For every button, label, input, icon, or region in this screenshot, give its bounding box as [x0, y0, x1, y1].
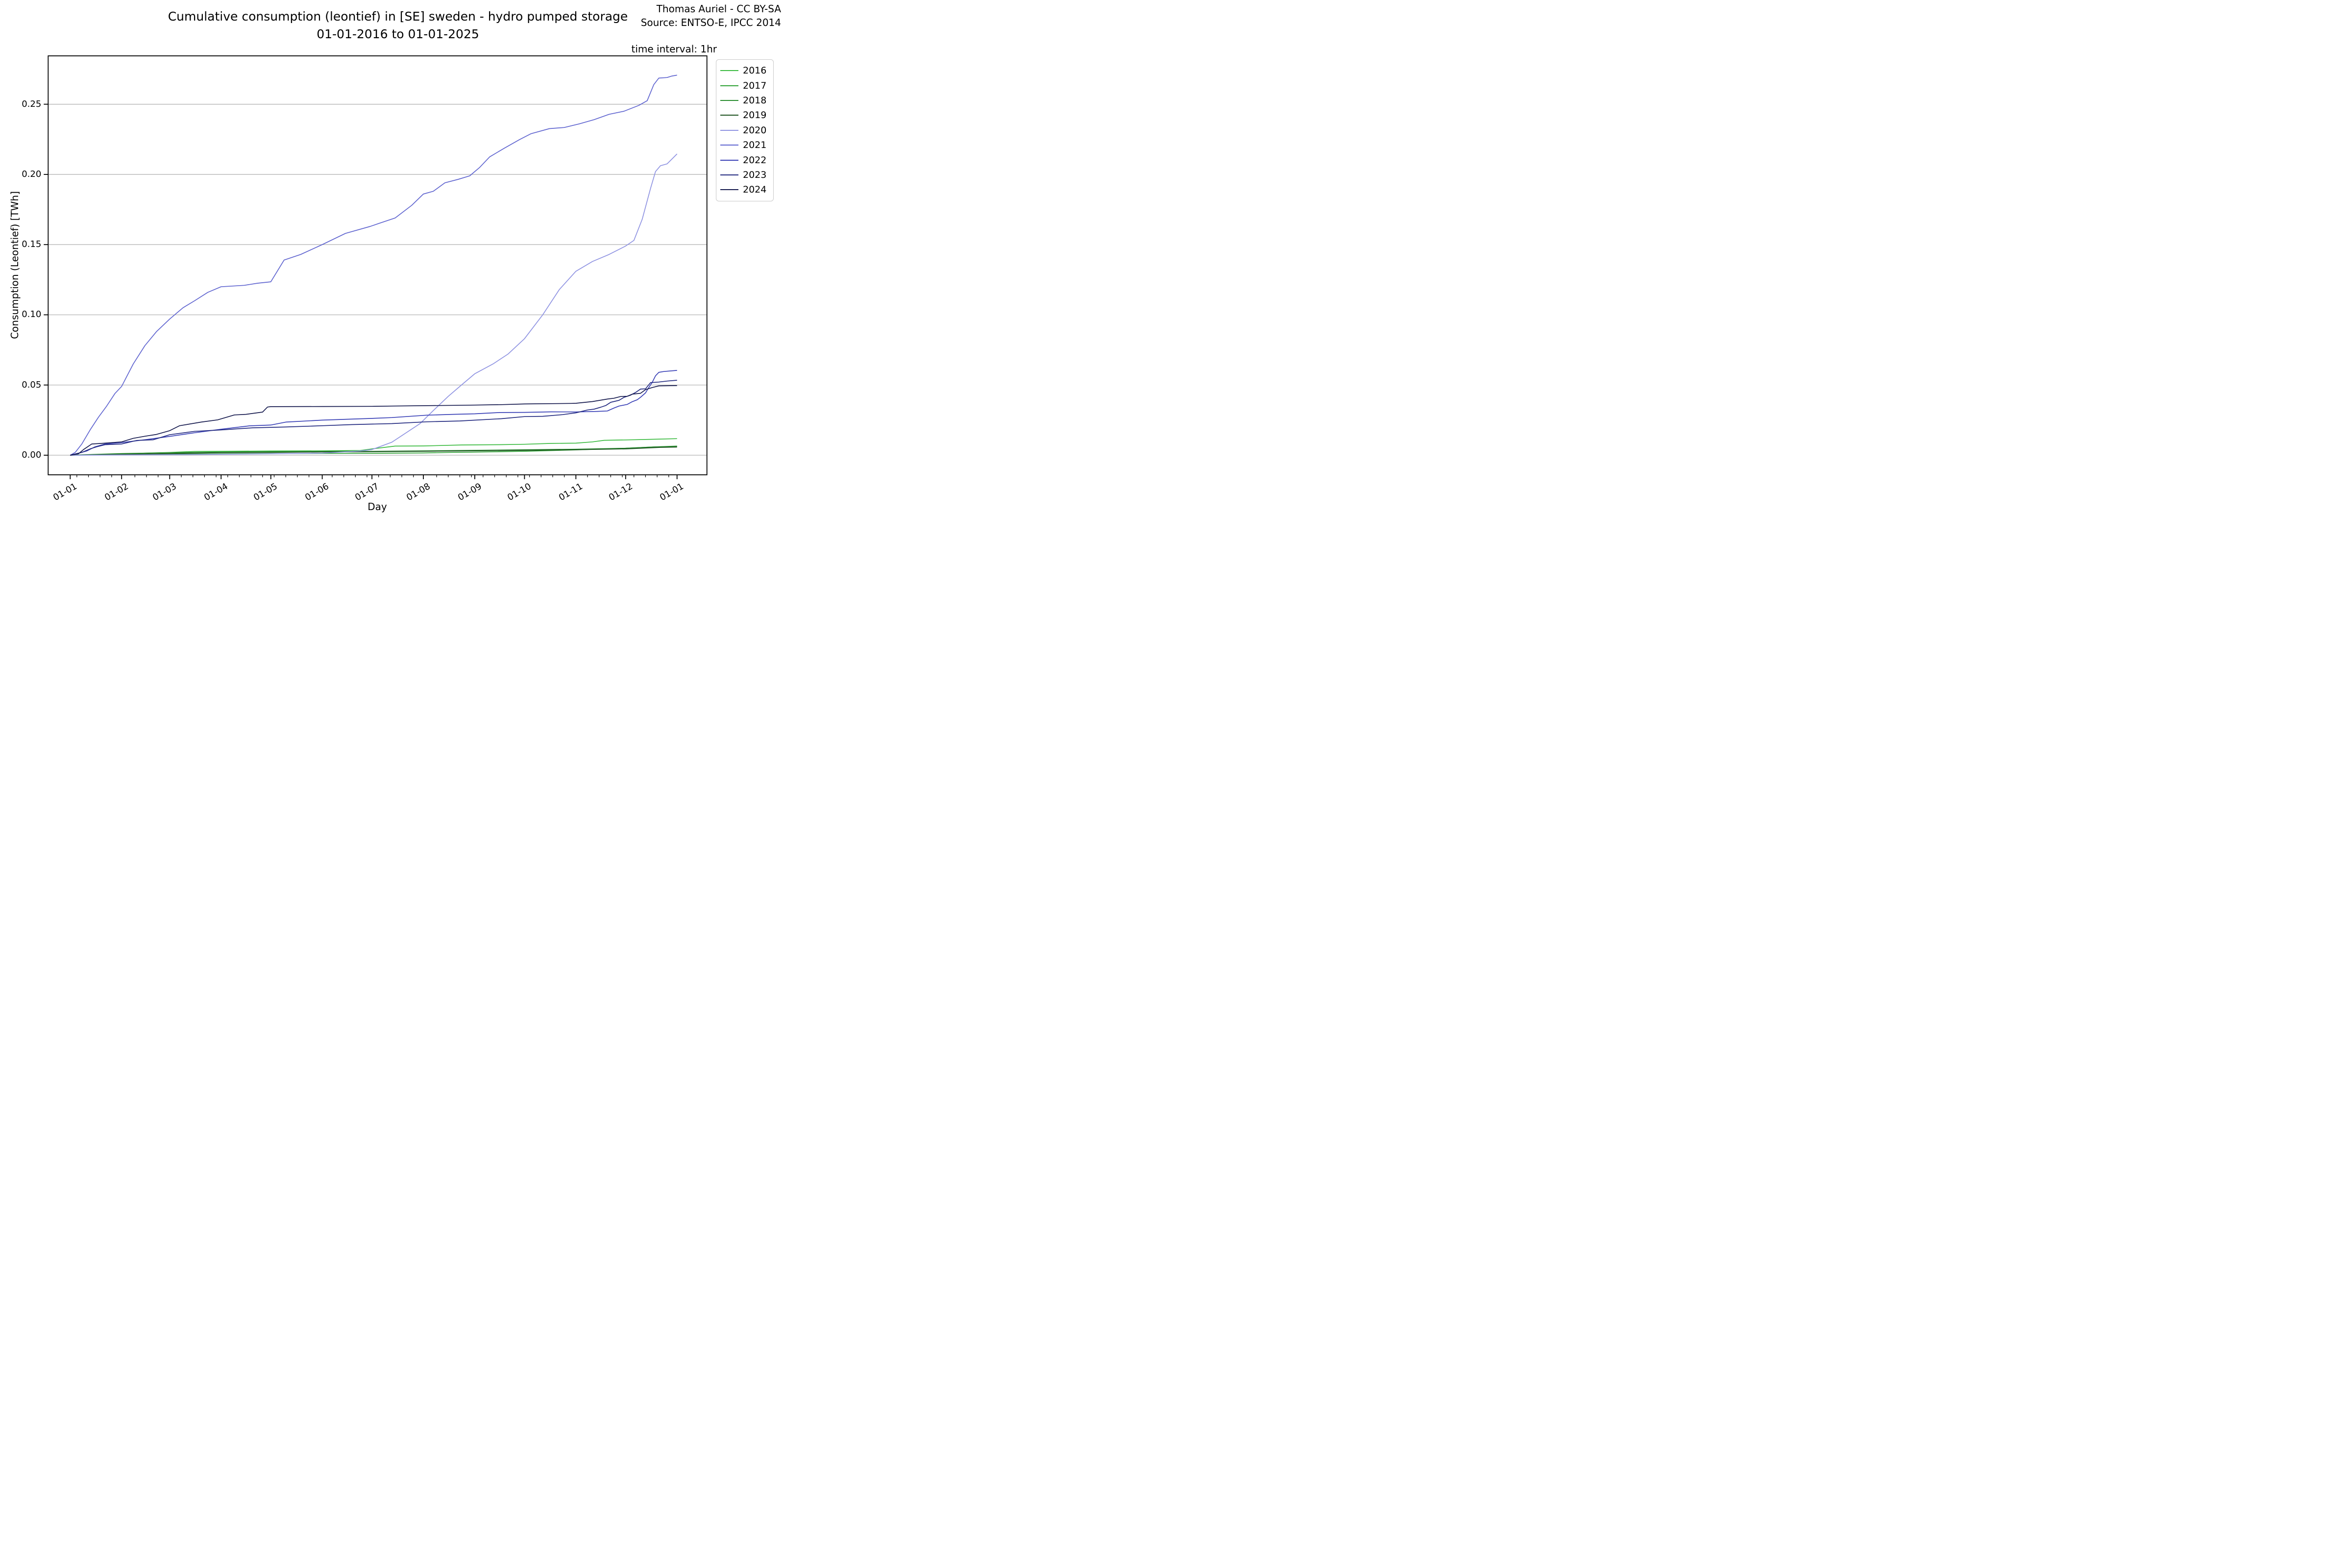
credits-block: Thomas Auriel - CC BY-SA Source: ENTSO-E… [641, 2, 781, 29]
legend-swatch-2023 [720, 174, 738, 175]
credit-author: Thomas Auriel - CC BY-SA [656, 3, 781, 15]
legend-swatch-2021 [720, 145, 738, 146]
series-line-2024 [70, 385, 677, 456]
legend-item-label: 2022 [743, 154, 767, 166]
time-interval-note: time interval: 1hr [631, 43, 717, 55]
x-axis-label: Day [368, 501, 387, 513]
y-tick-label-0.15: 0.15 [22, 239, 42, 250]
plot-border [48, 55, 708, 475]
chart-subtitle: 01-01-2016 to 01-01-2025 [317, 27, 479, 42]
legend-item-2024: 2024 [720, 182, 769, 197]
legend-item-label: 2020 [743, 124, 767, 136]
series-line-2023 [70, 380, 677, 456]
legend-item-2018: 2018 [720, 93, 769, 108]
y-tick-label-0.10: 0.10 [22, 309, 42, 320]
legend-item-2023: 2023 [720, 168, 769, 182]
legend-item-label: 2021 [743, 140, 767, 151]
series-line-2022 [70, 370, 677, 456]
chart-title-block: Cumulative consumption (leontief) in [SE… [168, 8, 628, 44]
legend-swatch-2019 [720, 115, 738, 116]
legend-item-2020: 2020 [720, 123, 769, 138]
y-tick-label-0.05: 0.05 [22, 379, 42, 390]
legend-item-label: 2023 [743, 169, 767, 180]
legend-item-2021: 2021 [720, 138, 769, 152]
y-axis-label: Consumption (Leontief) [TWh] [9, 191, 21, 339]
y-tick-label-0.00: 0.00 [22, 450, 42, 460]
legend: 2016 2017 2018 2019 2020 2021 2022 2023 2024 [716, 59, 774, 201]
legend-item-label: 2024 [743, 184, 767, 196]
legend-item-label: 2018 [743, 95, 767, 106]
series-line-2021 [70, 74, 677, 456]
y-tick-label-0.25: 0.25 [22, 98, 42, 109]
legend-swatch-2016 [720, 70, 738, 72]
legend-swatch-2022 [720, 159, 738, 161]
series-line-2019 [70, 446, 677, 456]
chart-figure: Cumulative consumption (leontief) in [SE… [0, 0, 784, 523]
chart-title: Cumulative consumption (leontief) in [SE… [168, 9, 628, 24]
legend-item-label: 2016 [743, 65, 767, 76]
legend-item-2019: 2019 [720, 108, 769, 122]
legend-item-2017: 2017 [720, 78, 769, 93]
chart-svg [44, 55, 708, 479]
legend-swatch-2017 [720, 85, 738, 86]
legend-item-label: 2019 [743, 110, 767, 121]
series-line-2020 [70, 153, 678, 456]
credit-source: Source: ENTSO-E, IPCC 2014 [640, 17, 781, 28]
legend-swatch-2020 [720, 129, 738, 131]
legend-swatch-2018 [720, 99, 738, 101]
y-tick-label-0.20: 0.20 [22, 169, 42, 179]
legend-item-2016: 2016 [720, 63, 769, 78]
legend-item-2022: 2022 [720, 152, 769, 167]
legend-swatch-2024 [720, 189, 738, 191]
legend-item-label: 2017 [743, 80, 767, 91]
